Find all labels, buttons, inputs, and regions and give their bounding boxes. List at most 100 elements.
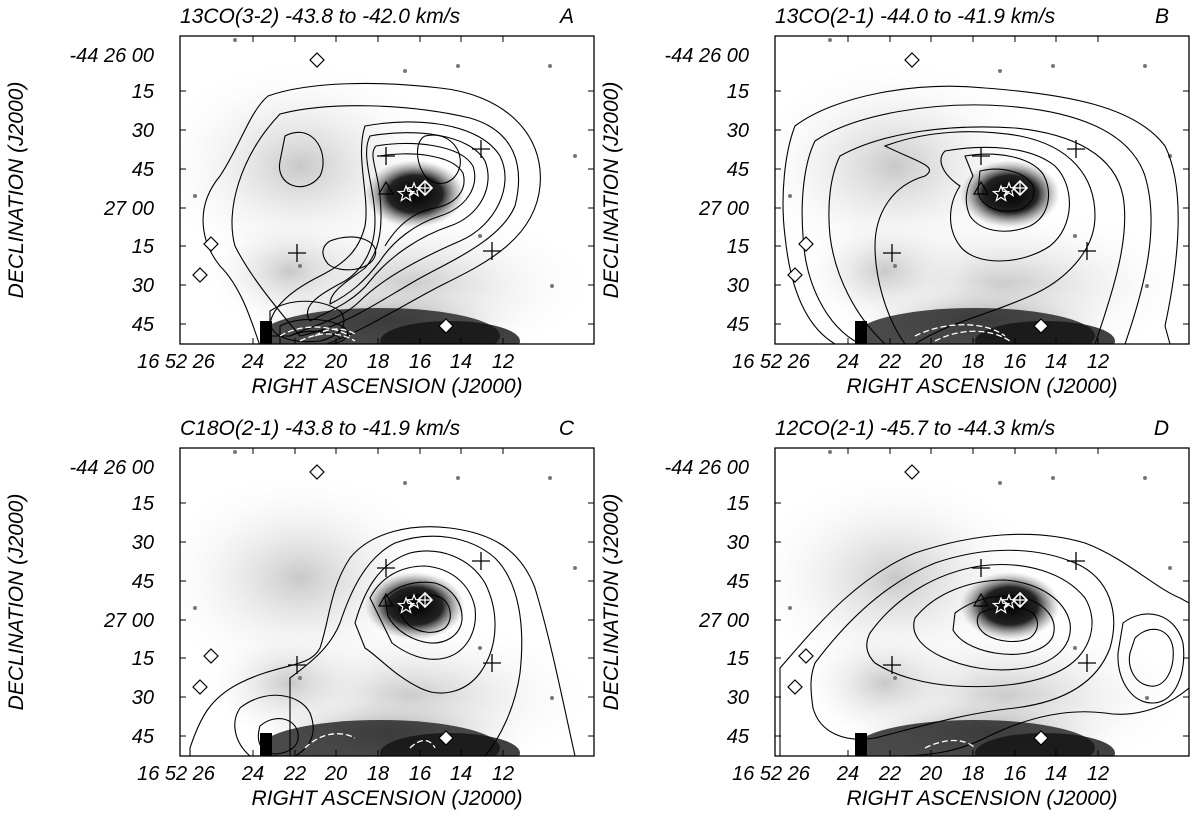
panel-title: 13CO(2-1) -44.0 to -41.9 km/s: [775, 5, 1056, 28]
panel-letter: B: [1155, 5, 1169, 28]
map-image: [775, 448, 1189, 756]
x-tick-label: 18: [962, 763, 984, 785]
dark-knot: [260, 733, 272, 756]
dark-cloud: [975, 321, 1115, 344]
x-tick-label: 22: [878, 763, 901, 785]
x-tick-label: 18: [367, 351, 389, 373]
x-tick-label: 12: [1087, 351, 1109, 373]
dark-cloud: [380, 733, 520, 756]
field-star: [550, 696, 554, 700]
x-tick-label: 12: [1087, 763, 1109, 785]
contour-line: [810, 549, 1115, 740]
field-star: [1145, 696, 1149, 700]
contour-line-white: [299, 333, 356, 342]
y-tick-label: 30: [727, 275, 749, 297]
cross-marker: [1078, 242, 1096, 260]
star-marker: [396, 596, 416, 614]
y-tick-label: 30: [132, 120, 154, 142]
field-star: [193, 606, 197, 610]
field-star: [550, 284, 554, 288]
x-axis-label: RIGHT ASCENSION (J2000): [251, 787, 522, 810]
field-star: [298, 676, 302, 680]
contour-line: [234, 694, 314, 756]
contour-line: [329, 142, 476, 305]
cross-marker: [972, 559, 990, 577]
contour-line: [801, 104, 1152, 344]
y-tick-label: 30: [727, 687, 749, 709]
contour-line: [952, 595, 1055, 655]
field-star: [1073, 234, 1077, 238]
contour-line: [257, 717, 299, 755]
y-tick-label: 15: [132, 493, 155, 515]
y-tick-label: 45: [727, 314, 750, 336]
y-axis-label: DECLINATION (J2000): [5, 494, 28, 711]
y-tick-label: 45: [727, 571, 750, 593]
y-tick-label: 45: [727, 159, 750, 181]
diamond-marker: [192, 679, 208, 695]
contour-set: [202, 82, 541, 344]
cross-marker: [288, 656, 306, 674]
field-star: [1143, 476, 1147, 480]
contour-line: [231, 105, 520, 337]
panel-letter: A: [558, 5, 574, 28]
x-tick-label: 14: [450, 763, 472, 785]
diamond-marker: [1033, 318, 1049, 334]
field-star: [193, 194, 197, 198]
y-tick-label: 15: [727, 236, 750, 258]
triangle-marker: [972, 180, 990, 195]
y-tick-label: 15: [132, 648, 155, 670]
y-tick-label: 45: [132, 571, 155, 593]
contour-set: [779, 533, 1189, 756]
dark-knot: [855, 321, 867, 344]
y-tick-label: 45: [132, 159, 155, 181]
cross-marker: [483, 654, 501, 672]
field-star: [1051, 64, 1055, 68]
dark-cloud: [380, 321, 520, 344]
plot-frame: [179, 447, 595, 757]
x-tick-label: 12: [492, 763, 514, 785]
cross-marker: [472, 140, 490, 158]
x-tick-label: 18: [367, 763, 389, 785]
field-star: [893, 264, 897, 268]
field-star: [828, 38, 832, 42]
diamond-marker: [798, 648, 814, 664]
contour-line: [1128, 628, 1174, 687]
y-tick-label: 30: [727, 120, 749, 142]
x-tick-label: 16 52 26: [732, 351, 811, 373]
x-axis-label: RIGHT ASCENSION (J2000): [846, 787, 1117, 810]
x-tick-label: 24: [241, 763, 264, 785]
diamond-marker: [904, 52, 920, 68]
contour-line-white: [934, 330, 1011, 342]
field-star: [298, 264, 302, 268]
x-tick-label: 24: [241, 351, 264, 373]
star-marker: [405, 181, 423, 198]
x-tick-label: 12: [492, 351, 514, 373]
contour-line: [874, 131, 1096, 344]
map-image: [775, 36, 1189, 344]
y-tick-label: -44 26 00: [664, 457, 749, 479]
contour-line: [268, 121, 506, 337]
contour-line: [202, 82, 541, 344]
contour-line: [306, 132, 489, 322]
y-tick-label: -44 26 00: [69, 457, 154, 479]
contour-line-white: [924, 739, 976, 749]
contour-line: [964, 153, 1050, 232]
field-star: [403, 481, 407, 485]
x-tick-label: 16 52 26: [137, 351, 216, 373]
diamond-marker: [1033, 730, 1049, 746]
x-tick-label: 16: [409, 763, 432, 785]
plot-frame: [774, 447, 1190, 757]
contour-line-white: [279, 326, 351, 337]
x-tick-label: 14: [1045, 351, 1067, 373]
diamond-marker: [192, 267, 208, 283]
panel-B: 13CO(2-1) -44.0 to -41.9 km/s B 16 52 26 24…: [600, 5, 1190, 398]
y-tick-label: 15: [727, 81, 750, 103]
field-star: [548, 476, 552, 480]
y-axis-label: DECLINATION (J2000): [600, 494, 623, 711]
contour-line: [369, 565, 476, 660]
y-tick-label: 15: [727, 648, 750, 670]
panel-A: 13CO(3-2) -43.8 to -42.0 km/s A 16 52 26 24…: [5, 5, 595, 398]
contour-set: [782, 85, 1179, 344]
field-star: [1145, 284, 1149, 288]
cross-marker: [883, 244, 901, 262]
